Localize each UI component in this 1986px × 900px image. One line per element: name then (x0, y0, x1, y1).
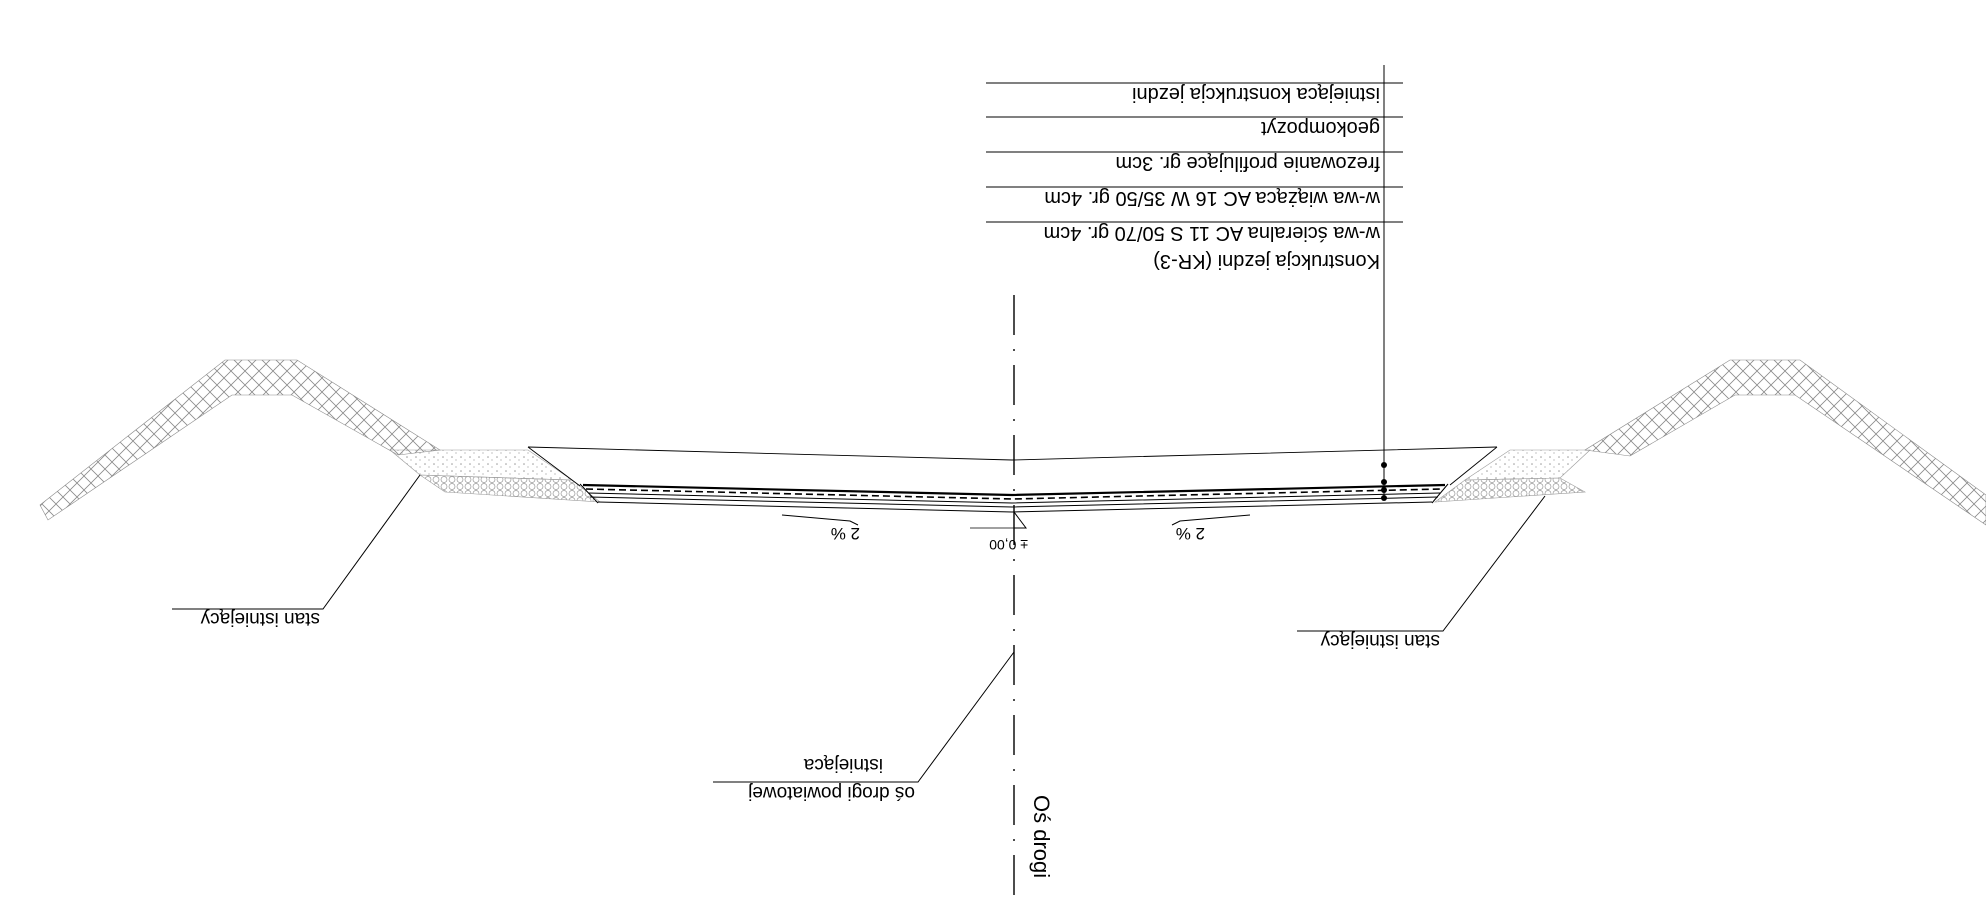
legend-title: Konstrukcja jezdni (KR-3) (1153, 250, 1380, 272)
legend-leader-dot-4 (1381, 495, 1387, 501)
legend-layer-geocomposite: geokompozyt (1261, 117, 1380, 139)
existing-axis-label-line1: oś drogi powiatowej (748, 782, 915, 803)
left-shoulder-top (389, 449, 574, 481)
slope-arrow-right (1171, 514, 1251, 526)
pavement-layer-milling (587, 492, 1441, 504)
legend-layer-binder: w-wa wiążąca AC 16 W 35/50 gr. 4cm (1044, 187, 1381, 209)
elevation-marker (1013, 510, 1027, 529)
reference-line (527, 446, 1498, 461)
right-shoulder-gravel (1433, 477, 1587, 503)
right-embankment (1584, 359, 1986, 526)
existing-axis-label-line2: istniejąca (803, 754, 883, 775)
existing-state-right-leader (1297, 495, 1546, 632)
road-axis-label: Oś drogi (1029, 795, 1054, 878)
pavement-right-edge (1431, 483, 1449, 504)
slope-arrow-left (781, 514, 859, 526)
reference-line-right-end (1449, 446, 1498, 486)
right-shoulder-top (1463, 449, 1591, 481)
legend-leader-dot-3 (1381, 487, 1387, 493)
slope-label-right: 2 % (1176, 524, 1205, 543)
left-embankment (39, 359, 441, 521)
pavement-layer-top (582, 483, 1446, 497)
existing-axis-leader (713, 651, 1015, 783)
pavement-layer-existing-top (589, 496, 1439, 508)
pavement-layer-existing-bottom (597, 501, 1433, 513)
existing-state-left-label: stan istniejący (200, 608, 320, 629)
legend-leader-dot-1 (1381, 462, 1387, 468)
pavement-legend: istniejąca konstrukcja jezdni geokompozy… (986, 82, 1403, 272)
legend-layer-wearing: w-wa ścieralna AC 11 S 50/70 gr. 4cm (1044, 222, 1381, 244)
slope-label-left: 2 % (831, 524, 860, 543)
existing-state-left-leader (172, 474, 421, 610)
existing-state-right-label: stan istniejący (1320, 630, 1440, 651)
legend-layer-milling: frezowanie profilujące gr. 3cm (1115, 152, 1380, 174)
legend-layer-existing: istniejąca konstrukcja jezdni (1132, 83, 1380, 105)
pavement-left-edge (579, 483, 599, 504)
legend-leader-dot-2 (1381, 479, 1387, 485)
left-shoulder-gravel (418, 474, 601, 503)
reference-line-left-end (527, 446, 581, 487)
elevation-label: ± 0,00 (989, 537, 1028, 553)
